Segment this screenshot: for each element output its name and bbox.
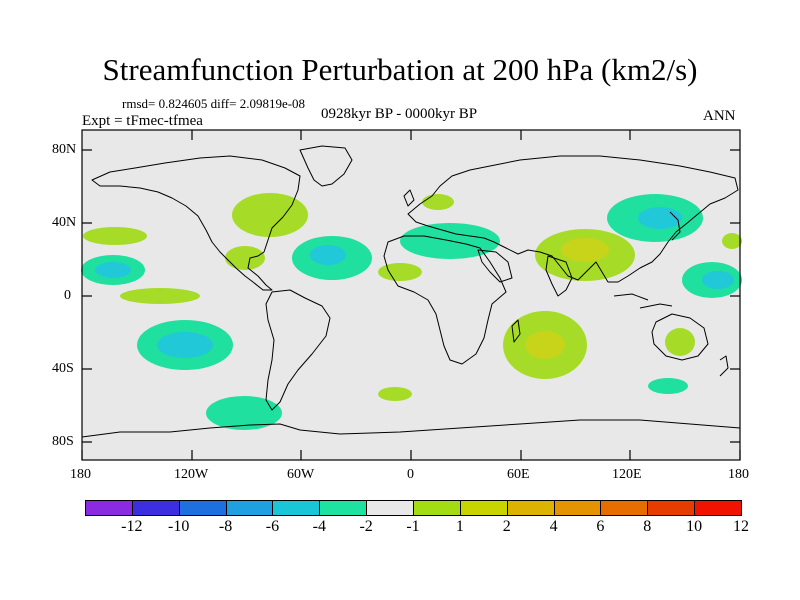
coastlines [81,145,741,438]
lon-label-120e: 120E [612,467,642,482]
colorbar-swatch [459,500,508,516]
plot-title: Streamfunction Perturbation at 200 hPa (… [102,52,698,87]
colorbar-swatch [178,500,227,516]
colorbar-label: 12 [733,518,749,535]
colorbar-label: -12 [121,518,143,535]
lat-label-0: 0 [64,288,71,303]
anomaly-australia [665,328,695,356]
anomaly-atlantic-core [310,245,346,265]
colorbar-swatch [553,500,602,516]
colorbar-swatch [506,500,555,516]
anomaly-east-pacific [722,233,742,249]
colorbar-label: -1 [406,518,420,535]
anomaly-europe [422,194,454,210]
colorbar-swatch [413,500,461,516]
colorbar-swatch [647,500,696,516]
lon-label-120w: 120W [174,467,209,482]
anomaly-asia-core [561,238,609,262]
lon-label-180e: 180 [728,467,749,482]
colorbar-swatch [131,500,180,516]
lon-label-60e: 60E [507,467,530,482]
lat-label-80s: 80S [52,434,74,449]
anomaly-south-pacific-core [157,332,213,358]
positive-anomalies [83,193,742,401]
experiment-label: Expt = tFmec-tfmea [82,113,203,129]
colorbar-swatch [272,500,321,516]
season-label: ANN [703,108,736,124]
lon-label-180w: 180 [70,467,91,482]
lon-label-60w: 60W [287,467,315,482]
colorbar-label: 4 [549,518,558,535]
lat-label-80n: 80N [52,142,77,157]
anomaly-pacific-east-core [702,271,734,289]
anomaly-north-africa [378,263,422,281]
anomaly-central-america [225,246,265,270]
colorbar-label: 1 [455,518,464,535]
colorbar-label: -6 [265,518,280,535]
colorbar-swatch [225,500,274,516]
lat-label-40n: 40N [52,215,77,230]
colorbar-label: 2 [502,518,511,535]
colorbar-swatch [694,500,742,516]
colorbar-swatch [366,500,414,516]
lat-label-40s: 40S [52,361,74,376]
anomaly-southern-ocean [206,396,282,430]
anomaly-pacific-north [83,227,147,245]
anomaly-south-atlantic [378,387,412,401]
colorbar-label: -8 [218,518,233,535]
colorbar-label: 8 [643,518,652,535]
colorbar-label: -2 [359,518,373,535]
anomaly-indian-core [525,331,565,359]
anomaly-pacific-equator [120,288,200,304]
colorbar-swatch [319,500,368,516]
stats-text: rmsd= 0.824605 diff= 2.09819e-08 [122,96,306,111]
colorbar-label: 6 [596,518,605,535]
colorbar-label: -4 [312,518,326,535]
anomaly-west-pacific-core [95,262,131,278]
anomaly-north-america [232,193,308,237]
anomaly-south-indian [648,378,688,394]
colorbar-label: 10 [686,518,703,535]
map-frame [81,129,741,461]
period-label: 0928kyr BP - 0000kyr BP [321,106,478,122]
colorbar-swatch [85,500,133,516]
colorbar-label: -10 [168,518,190,535]
colorbar-swatch [600,500,649,516]
lon-label-0: 0 [407,467,414,482]
